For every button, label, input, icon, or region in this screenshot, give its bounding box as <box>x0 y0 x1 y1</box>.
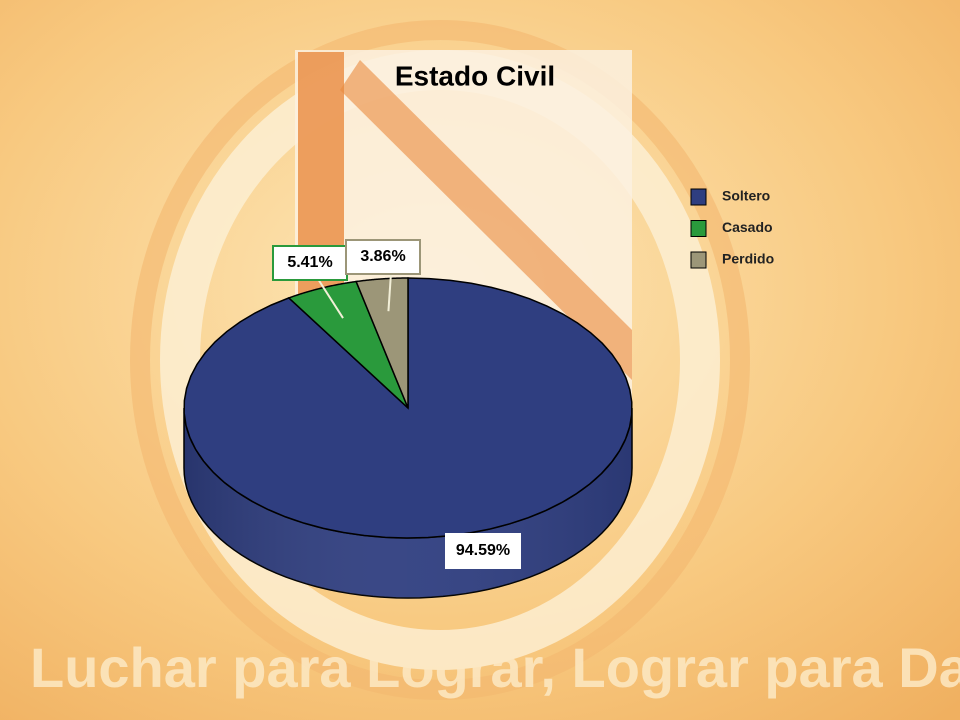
data-label: 5.41% <box>287 254 332 271</box>
label-box <box>445 533 521 569</box>
slogan: Luchar para Lograr, Lograr para Dar <box>30 636 960 699</box>
chart-title: Estado Civil <box>395 60 555 91</box>
label-box <box>345 239 421 275</box>
legend-label: Soltero <box>722 188 770 204</box>
leader-line <box>387 272 392 312</box>
data-label: 3.86% <box>360 248 405 265</box>
label-box <box>272 245 348 281</box>
pie-slice <box>287 280 409 409</box>
leader-line <box>317 278 344 319</box>
pie-slice <box>355 277 409 409</box>
legend-label: Perdido <box>722 251 774 267</box>
decoration <box>340 60 632 380</box>
data-label: 94.59% <box>456 542 510 559</box>
legend-swatch <box>690 220 707 237</box>
legend-swatch <box>690 251 707 269</box>
logo-ring <box>130 20 750 700</box>
legend-label: Casado <box>722 219 773 235</box>
legend-swatch <box>690 188 707 206</box>
